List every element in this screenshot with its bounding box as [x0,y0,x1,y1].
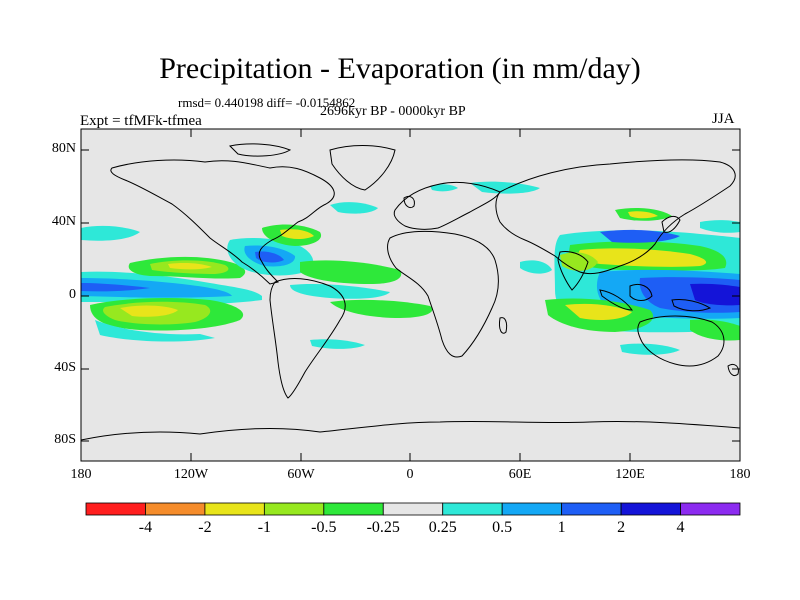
anomaly-caribbean-dark [255,251,284,263]
anomaly-nwpac-blue [600,229,680,243]
coastline-south-america [269,278,346,399]
anomaly-gulf-yellow [280,229,314,239]
anomaly-east-pacific-cyan [700,220,740,233]
colorbar-label-0: -4 [138,519,153,536]
lat-label-40n: 40N [51,214,76,229]
colorbar-box-10 [680,502,741,516]
anomaly-aus-green [690,319,740,341]
anomaly-japan-yellow [628,211,658,219]
colorbar-label-5: 0.25 [428,519,457,536]
coastline-arctic-islands [228,143,292,157]
lat-label-80n: 80N [51,141,76,156]
colorbar-box-6 [442,502,503,516]
colorbar-label-1: -2 [198,519,212,536]
coastline-north-america [110,159,335,285]
coastline-antarctica [81,420,740,441]
anomaly-field [81,181,740,355]
lat-label-80s: 80S [54,432,76,447]
anomaly-south-cyan [620,343,680,355]
anomaly-arabia-cyan [520,260,552,274]
anomaly-spacific-cyan [95,320,215,342]
colorbar-label-6: 0.5 [492,519,513,536]
coastline-borneo [629,283,653,301]
colorbar-box-0 [85,502,146,516]
lon-label-120w: 120W [173,467,209,482]
coastline-sumatra [599,289,633,311]
colorbar [85,502,741,516]
anomaly-satlantic-cyan [310,339,365,349]
coastline-india [557,251,589,291]
coastline-europe [393,181,501,230]
lon-label-180e: 180 [729,467,751,482]
time-period: 2696kyr BP - 0000kyr BP [320,104,466,119]
coastline-new-guinea [671,299,712,312]
season-label: JJA [712,111,735,127]
page-title: Precipitation - Evaporation (in mm/day) [159,52,641,85]
rmsd-diff-stats: rmsd= 0.440198 diff= -0.0154862 [178,95,356,110]
colorbar-box-5 [382,502,444,516]
coastline-asia [495,159,736,275]
anomaly-west-pacific-dark [81,283,150,292]
coastline-australia [637,315,725,367]
anomaly-atlantic-green [300,260,402,284]
coastline-new-zealand [727,363,739,377]
lon-label-180w: 180 [70,467,92,482]
coastline-africa [387,230,499,358]
colorbar-label-8: 2 [617,519,626,536]
lon-label-60e: 60E [508,467,532,482]
anomaly-natlantic-cyan-2 [470,181,540,194]
experiment-label: Expt = tfMFk-tfmea [80,113,202,129]
colorbar-box-2 [204,502,265,516]
anomaly-satlantic-green [330,299,433,318]
colorbar-label-2: -1 [257,519,272,536]
anomaly-wpac-navy [690,283,740,306]
anomaly-eurasia-cyan [430,184,458,192]
anomaly-indian-yellow [565,303,632,320]
lon-label-120e: 120E [615,467,645,482]
anomaly-atlantic-west-cyan [81,225,140,241]
anomaly-wpac-yellow [578,248,707,267]
colorbar-box-1 [145,502,206,516]
anomaly-npacific-yellow [168,263,212,270]
colorbar-box-7 [501,502,563,516]
colorbar-box-8 [561,502,622,516]
lat-label-40s: 40S [54,360,76,375]
colorbar-label-7: 1 [557,519,566,536]
colorbar-box-9 [620,502,681,516]
coastline-japan [661,215,681,233]
lon-ticks [80,129,741,461]
colorbar-box-3 [263,502,325,516]
anomaly-spacific-yellow [120,305,178,317]
lat-label-0: 0 [69,287,76,302]
coastline-greenland [329,145,396,191]
anomaly-natlantic-cyan [330,202,378,214]
coastline-uk [403,195,415,209]
anomaly-west-pacific-blue [81,278,232,298]
colorbar-label-9: 4 [676,519,685,536]
coastline-madagascar [499,317,508,334]
lat-ticks [81,149,740,442]
coastlines [81,143,740,441]
anomaly-atlantic-cyan [290,283,390,299]
colorbar-label-3: -0.5 [311,519,337,536]
colorbar-label-4: -0.25 [366,519,400,536]
colorbar-box-4 [323,502,384,516]
lon-label-60w: 60W [287,467,315,482]
lon-label-0: 0 [406,467,414,482]
